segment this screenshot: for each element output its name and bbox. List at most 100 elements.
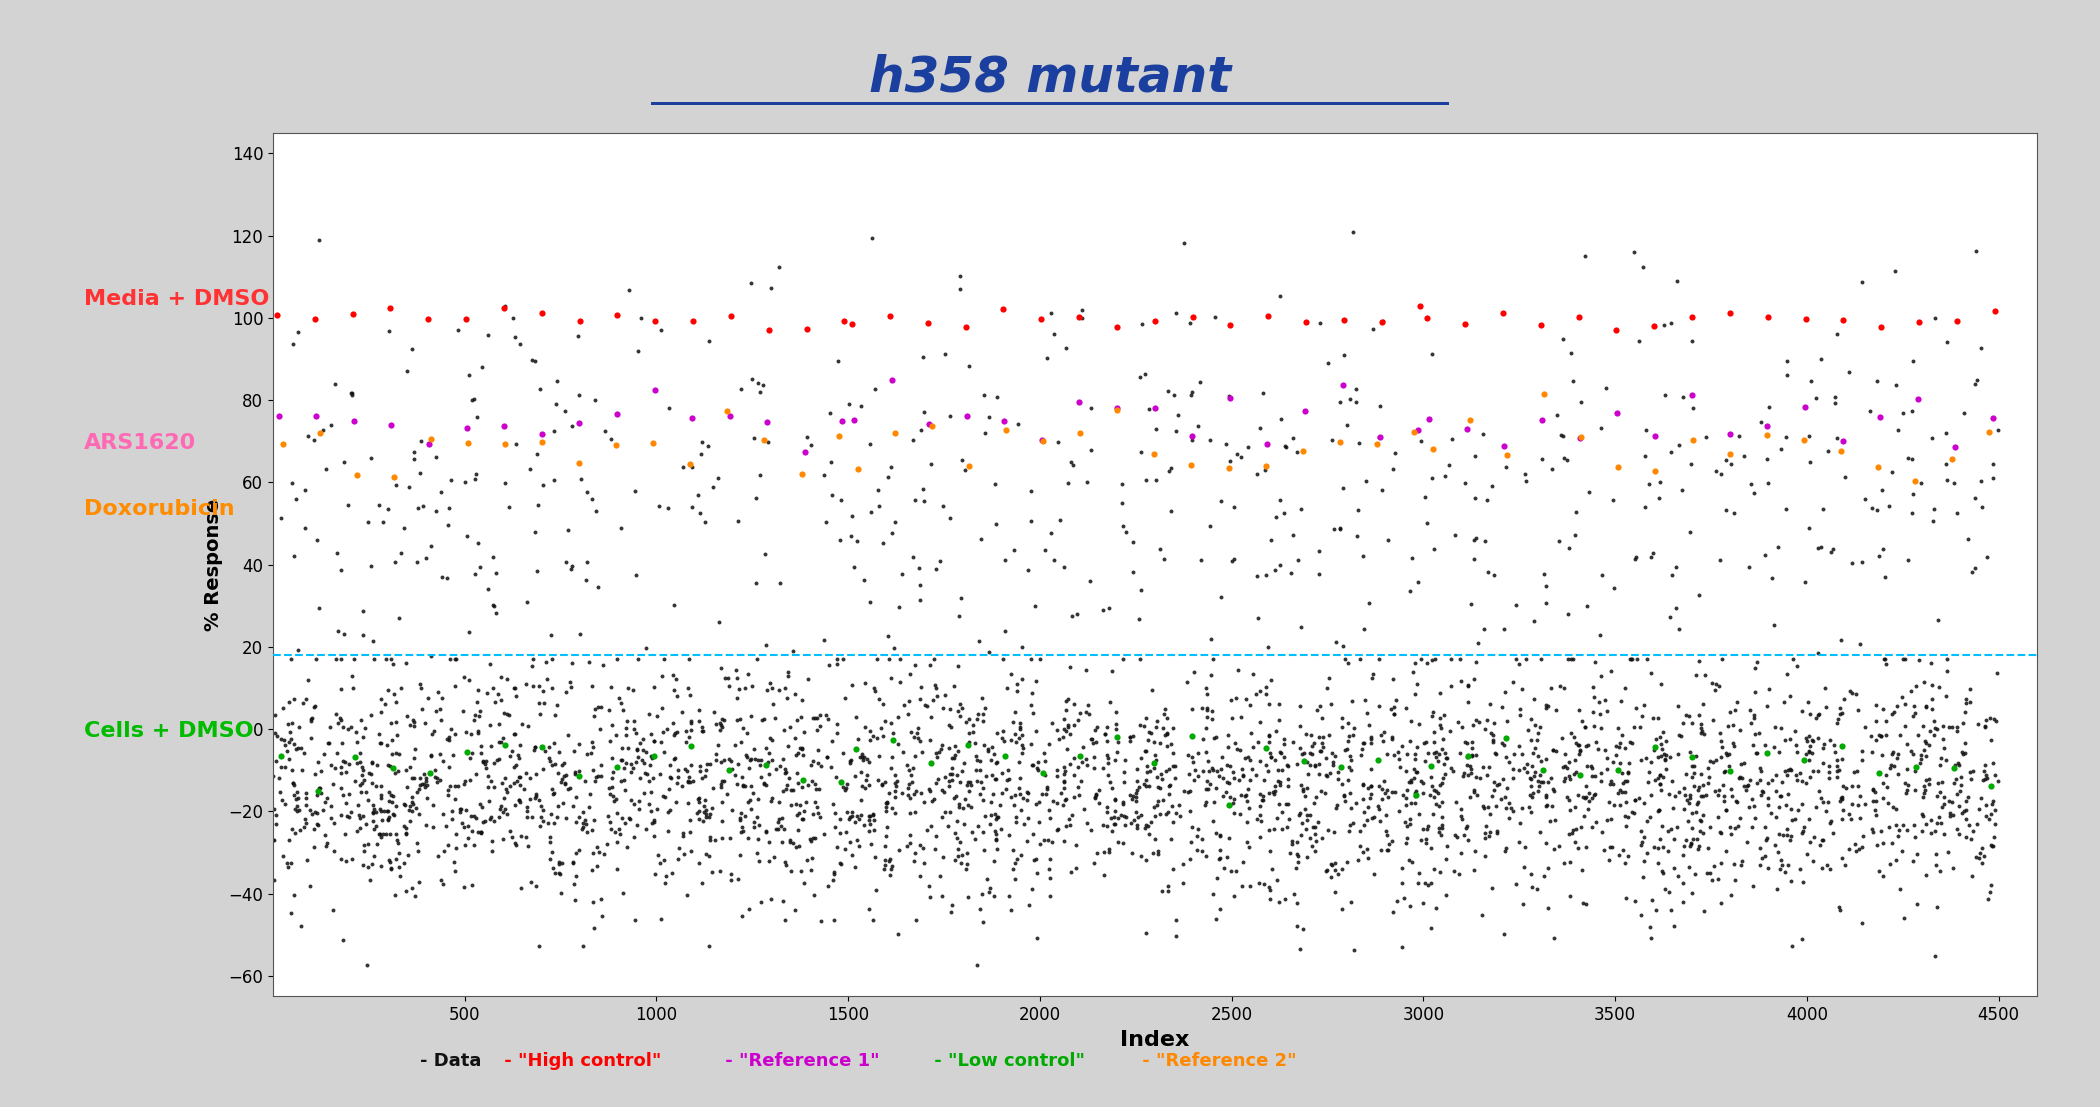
Point [1720, 693, 1754, 711]
Point [1235, 724, 1268, 742]
Point [1970, 769, 2003, 787]
Point [416, 818, 449, 836]
Point [1262, 288, 1296, 306]
Point [892, 775, 926, 793]
Point [1806, 739, 1840, 757]
Point [605, 809, 638, 827]
Point [1625, 832, 1659, 850]
Text: Media + DMSO: Media + DMSO [84, 289, 269, 309]
Point [617, 828, 651, 846]
Point [1791, 727, 1825, 745]
Point [1069, 751, 1103, 768]
Point [1617, 718, 1651, 736]
Point [603, 689, 636, 706]
Point [1071, 756, 1105, 774]
Point [714, 308, 748, 325]
Point [966, 712, 1000, 730]
Point [853, 807, 886, 825]
Point [284, 820, 317, 838]
Point [378, 468, 412, 486]
Point [1399, 745, 1432, 763]
Point [1781, 743, 1814, 761]
Point [1676, 386, 1709, 404]
Point [855, 229, 888, 247]
Point [1100, 727, 1134, 745]
Point [1312, 354, 1346, 372]
Point [1838, 836, 1871, 853]
Point [1224, 786, 1258, 804]
Point [556, 875, 590, 892]
Point [1151, 803, 1184, 820]
Point [653, 768, 687, 786]
Point [277, 691, 311, 708]
Point [540, 696, 573, 714]
Point [1386, 737, 1420, 755]
Point [1214, 389, 1247, 406]
Point [1562, 736, 1596, 754]
Point [1800, 710, 1833, 727]
Point [1168, 783, 1201, 800]
Point [1390, 745, 1424, 763]
Point [777, 780, 811, 798]
Point [1886, 689, 1919, 706]
Point [1781, 770, 1814, 788]
Point [1445, 810, 1478, 828]
Point [1304, 742, 1338, 759]
Point [309, 837, 342, 855]
Point [395, 769, 428, 787]
Point [1491, 779, 1525, 797]
Point [1945, 768, 1978, 786]
Point [1052, 474, 1086, 492]
Point [1327, 479, 1361, 497]
Point [685, 718, 718, 736]
Point [1835, 795, 1869, 813]
Point [1176, 753, 1210, 770]
Point [853, 811, 886, 829]
Point [869, 851, 903, 869]
Point [456, 745, 489, 763]
Point [1636, 710, 1670, 727]
Point [1571, 785, 1604, 803]
Point [892, 834, 926, 851]
Point [1594, 838, 1628, 856]
Point [1348, 620, 1382, 638]
Point [1348, 734, 1382, 752]
Point [363, 857, 397, 875]
Point [1132, 817, 1166, 835]
Point [1800, 389, 1833, 406]
Point [1457, 842, 1491, 860]
Point [1777, 650, 1810, 668]
Point [472, 655, 506, 673]
Point [657, 748, 691, 766]
Point [874, 860, 907, 878]
Point [1560, 736, 1594, 754]
Point [1896, 816, 1930, 834]
Point [1621, 789, 1655, 807]
Point [714, 865, 748, 882]
Point [346, 808, 380, 826]
Point [1252, 763, 1285, 780]
Point [1594, 838, 1628, 856]
Point [834, 752, 867, 769]
Point [1724, 856, 1758, 873]
Point [412, 435, 445, 453]
Point [1949, 800, 1982, 818]
Point [659, 670, 693, 687]
Point [1394, 770, 1428, 788]
Point [1075, 399, 1109, 416]
Point [1938, 774, 1972, 792]
Point [1205, 748, 1239, 766]
Point [1174, 803, 1208, 820]
Point [1124, 716, 1157, 734]
Point [1802, 705, 1835, 723]
Point [332, 785, 365, 803]
Point [315, 798, 349, 816]
Point [556, 853, 590, 871]
Point [888, 696, 922, 714]
Point [1548, 679, 1581, 696]
Point [1814, 544, 1848, 561]
Point [1861, 806, 1894, 824]
Point [1964, 789, 1997, 807]
Point [827, 744, 861, 762]
Point [1396, 549, 1430, 567]
